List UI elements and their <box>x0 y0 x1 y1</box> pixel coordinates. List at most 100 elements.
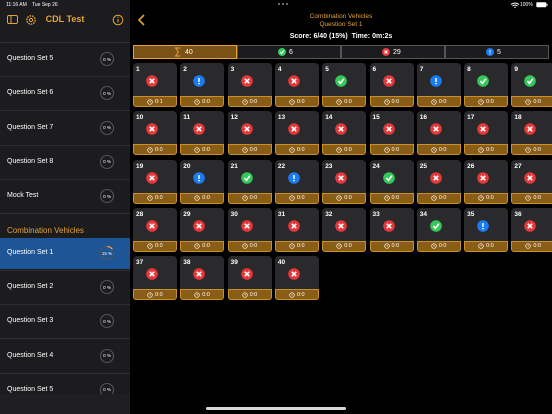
question-cell[interactable]: 28 0:0 <box>133 207 177 252</box>
question-number: 10 <box>136 114 144 122</box>
status-icon <box>477 220 489 232</box>
question-cell[interactable]: 8 0:0 <box>464 63 509 107</box>
question-time: 0:0 <box>486 146 494 153</box>
question-cell[interactable]: 11 0:0 <box>180 111 225 156</box>
clock-icon <box>525 98 532 105</box>
question-number: 6 <box>372 66 377 73</box>
clock-icon <box>383 195 390 201</box>
status-icon <box>477 171 489 184</box>
question-cell[interactable]: 37 0:0 <box>133 256 177 301</box>
main-panel: 100% Combination Vehicles Question Set 1… <box>130 0 552 414</box>
status-icon <box>288 171 300 184</box>
cell-footer <box>369 144 414 156</box>
status-icon <box>240 268 253 280</box>
sidebar-item-label: Question Set 2 <box>7 283 54 291</box>
question-cell[interactable]: 21 0:0 <box>227 159 272 204</box>
question-cell[interactable]: 32 0:0 <box>322 207 367 252</box>
clock-icon <box>194 195 200 201</box>
question-cell[interactable]: 20 0:0 <box>180 159 225 204</box>
question-cell[interactable]: 2 0:0 <box>180 63 225 107</box>
question-cell[interactable]: 10 0:0 <box>133 111 177 156</box>
question-cell[interactable]: 9 0:0 <box>511 63 552 107</box>
question-time: 0:0 <box>438 146 447 153</box>
filter-tab[interactable] <box>341 45 445 59</box>
question-cell[interactable]: 13 0:0 <box>274 111 319 156</box>
clock-icon <box>289 195 295 201</box>
question-cell[interactable]: 26 0:0 <box>464 159 509 204</box>
question-cell[interactable]: 24 0:0 <box>369 159 414 204</box>
battery-icon <box>536 2 548 8</box>
status-icon <box>382 123 395 136</box>
question-cell[interactable]: 16 0:0 <box>416 111 461 156</box>
question-cell[interactable]: 3 0:0 <box>227 63 272 107</box>
cell-footer <box>416 240 461 252</box>
status-icon <box>146 268 158 280</box>
sidebar-item-label: Question Set 7 <box>7 123 54 131</box>
question-cell[interactable]: 25 0:0 <box>416 159 461 204</box>
clock-icon <box>289 292 295 298</box>
separator <box>0 42 130 43</box>
question-time: 0:0 <box>296 243 305 250</box>
question-cell[interactable]: 14 0:0 <box>322 111 367 156</box>
header-title: Combination Vehicles <box>309 13 373 20</box>
cell-footer <box>464 240 509 252</box>
clock-icon <box>241 147 248 153</box>
clock-icon <box>194 98 200 105</box>
question-number: 12 <box>230 114 238 122</box>
question-cell[interactable]: 15 0:0 <box>369 111 414 156</box>
status-icon <box>288 220 300 232</box>
question-number: 40 <box>277 259 286 267</box>
question-cell[interactable]: 34 0:0 <box>416 207 461 252</box>
filter-tab[interactable] <box>445 45 549 59</box>
question-cell[interactable]: 30 0:0 <box>227 207 272 252</box>
progress-label: 0 % <box>103 353 111 359</box>
question-cell[interactable]: 7 0:0 <box>416 63 461 107</box>
settings-button[interactable] <box>25 14 37 26</box>
question-number: 28 <box>136 210 144 218</box>
question-number: 22 <box>277 162 286 170</box>
clock-icon <box>289 147 295 153</box>
status-date: Tue Sep 26 <box>32 2 58 8</box>
filter-tab[interactable] <box>133 45 237 59</box>
question-cell[interactable]: 35 0:0 <box>464 207 509 252</box>
question-number: 27 <box>514 162 522 170</box>
question-time: 0:0 <box>486 195 494 202</box>
question-number: 8 <box>467 66 471 73</box>
question-cell[interactable]: 12 0:0 <box>227 111 272 156</box>
question-cell[interactable]: 38 0:0 <box>180 256 225 301</box>
question-cell[interactable]: 27 0:0 <box>511 159 552 204</box>
sidebar-item-label: Question Set 6 <box>7 89 54 97</box>
clock-icon <box>525 147 532 153</box>
progress-ring <box>99 189 115 204</box>
question-cell[interactable]: 4 0:0 <box>274 63 319 107</box>
question-cell[interactable]: 39 0:0 <box>227 256 272 301</box>
back-button[interactable] <box>137 14 147 26</box>
question-cell[interactable]: 33 0:0 <box>369 207 414 252</box>
separator <box>0 338 130 340</box>
question-cell[interactable]: 5 0:0 <box>322 63 367 107</box>
question-cell[interactable]: 29 0:0 <box>180 207 225 252</box>
cell-footer <box>227 192 272 204</box>
question-cell[interactable]: 6 0:0 <box>369 63 414 107</box>
cell-footer <box>511 144 552 156</box>
info-button[interactable] <box>112 14 124 26</box>
tab-count: 40 <box>185 48 193 56</box>
question-cell[interactable]: 23 0:0 <box>322 159 367 204</box>
question-cell[interactable]: 36 0:0 <box>511 207 552 252</box>
clock-icon <box>525 195 532 201</box>
question-cell[interactable]: 19 0:0 <box>133 159 177 204</box>
progress-ring <box>99 245 115 261</box>
question-time: 0:0 <box>391 146 400 153</box>
question-cell[interactable]: 22 0:0 <box>274 159 319 204</box>
question-cell[interactable]: 18 0:0 <box>511 111 552 156</box>
question-cell[interactable]: 40 0:0 <box>274 256 319 301</box>
question-cell[interactable]: 17 0:0 <box>464 111 509 156</box>
cell-footer <box>274 240 319 252</box>
filter-tab[interactable] <box>237 45 341 59</box>
clock-icon <box>478 98 484 105</box>
clock-icon <box>336 243 342 250</box>
question-cell[interactable]: 1 0:1 <box>133 63 177 107</box>
time-value: 0m:2s <box>372 33 393 40</box>
question-cell[interactable]: 31 0:0 <box>274 207 319 252</box>
sidebar-toggle[interactable] <box>7 15 19 25</box>
